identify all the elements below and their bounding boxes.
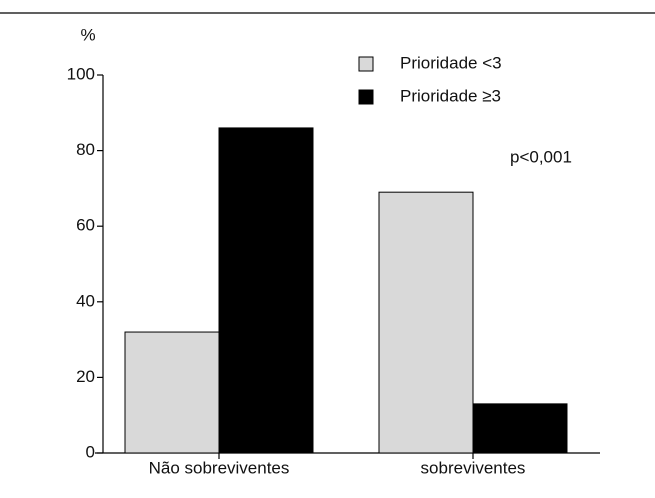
bar: [124, 331, 220, 454]
bar: [472, 403, 568, 454]
legend-label: Prioridade <3: [400, 53, 502, 72]
y-tick-label: 40: [76, 291, 95, 310]
legend-swatch: [358, 56, 374, 72]
y-tick-label: 100: [67, 64, 95, 83]
y-tick-label: 0: [86, 442, 95, 461]
x-tick-label: Não sobreviventes: [149, 458, 290, 477]
y-axis-label: %: [80, 25, 95, 44]
annotation: p<0,001: [510, 147, 572, 166]
x-tick-label: sobreviventes: [421, 458, 526, 477]
y-tick-label: 80: [76, 140, 95, 159]
bar: [218, 127, 314, 454]
bar: [378, 191, 474, 454]
y-tick-label: 60: [76, 216, 95, 235]
legend-swatch: [358, 89, 374, 105]
y-tick-label: 20: [76, 367, 95, 386]
legend-label: Prioridade ≥3: [400, 86, 501, 105]
